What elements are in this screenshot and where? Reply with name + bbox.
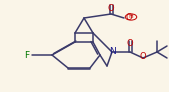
Text: N: N <box>110 47 116 56</box>
Text: O: O <box>127 39 133 48</box>
Text: O: O <box>108 4 114 13</box>
Text: H: H <box>129 15 133 20</box>
Text: O: O <box>125 13 132 22</box>
Text: F: F <box>24 51 29 60</box>
Text: O: O <box>140 52 146 61</box>
